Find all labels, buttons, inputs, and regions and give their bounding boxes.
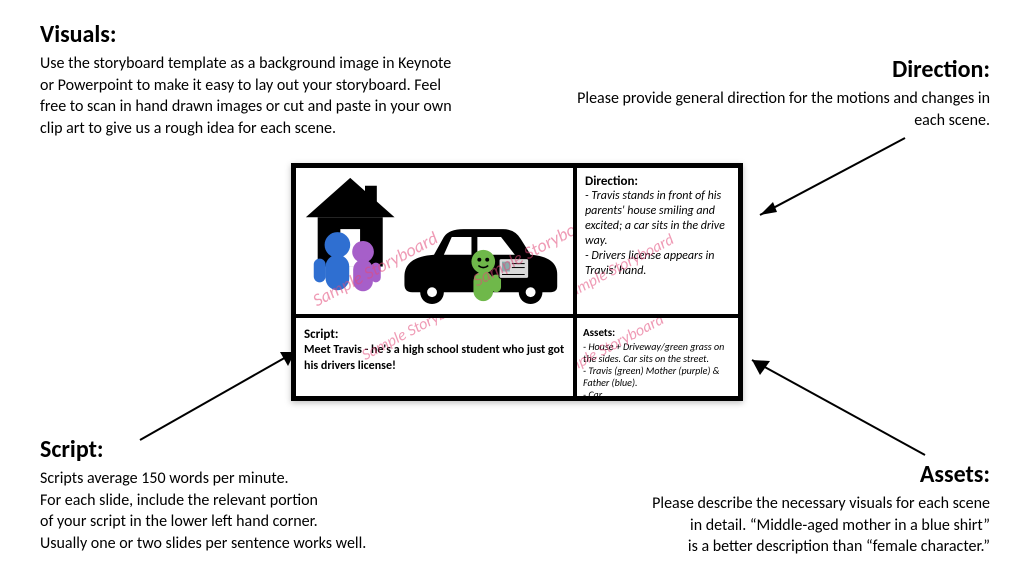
house-icon: [306, 178, 395, 267]
license-icon: [499, 259, 529, 279]
card-script: Script: Meet Travis - he's a high school…: [294, 316, 575, 398]
arrow-script: [130, 340, 310, 450]
direction-block: Direction: Please provide general direct…: [570, 55, 990, 131]
card-assets-text: - House + Driveway/green grass on the si…: [583, 341, 732, 398]
assets-block: Assets: Please describe the necessary vi…: [530, 460, 990, 558]
scene-illustration: [296, 168, 573, 316]
script-block: Script: Scripts average 150 words per mi…: [40, 435, 460, 554]
card-visual: Sample Storyboard Sample Storyboard: [294, 166, 575, 316]
assets-body: Please describe the necessary visuals fo…: [530, 493, 990, 558]
arrow-assets: [740, 345, 940, 465]
visuals-body: Use the storyboard template as a backgro…: [40, 53, 460, 139]
card-script-text: Meet Travis - he's a high school student…: [304, 343, 565, 374]
card-direction: Direction: - Travis stands in front of h…: [575, 166, 740, 316]
direction-title: Direction:: [570, 55, 990, 84]
direction-body: Please provide general direction for the…: [570, 88, 990, 131]
visuals-block: Visuals: Use the storyboard template as …: [40, 20, 460, 139]
card-assets: Assets: - House + Driveway/green grass o…: [575, 316, 740, 398]
card-direction-text: - Travis stands in front of his parents'…: [585, 189, 730, 279]
script-body: Scripts average 150 words per minute. Fo…: [40, 468, 460, 554]
card-assets-title: Assets:: [583, 326, 615, 339]
arrow-direction: [745, 130, 920, 230]
storyboard-card: Sample Storyboard Sample Storyboard Dire…: [291, 163, 743, 401]
visuals-title: Visuals:: [40, 20, 460, 49]
card-direction-title: Direction:: [585, 174, 730, 189]
